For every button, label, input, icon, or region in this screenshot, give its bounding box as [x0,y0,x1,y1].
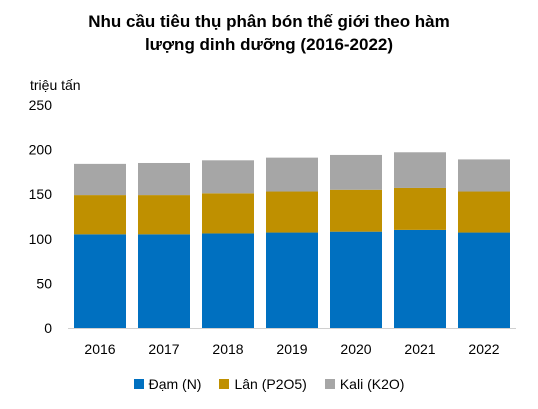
legend-item: Đạm (N) [133,376,202,392]
y-axis-ticks: 0 50 100 150 200 250 [29,97,53,336]
x-tick-label: 2016 [84,341,115,357]
y-tick-label: 50 [36,275,52,291]
legend-label: Kali (K2O) [339,376,405,392]
x-tick-label: 2019 [276,341,307,357]
legend-item: Kali (K2O) [324,376,405,392]
bar-segment-2017-series-0 [138,234,190,328]
y-tick-label: 0 [44,320,52,336]
bar-segment-2022-series-1 [458,191,510,233]
x-axis-ticks: 2016 2017 2018 2019 2020 2021 2022 [84,341,499,357]
bar-segment-2018-series-2 [202,160,254,194]
bar-segment-2017-series-1 [138,195,190,235]
bar-segment-2016-series-1 [74,195,126,235]
bar-segment-2022-series-2 [458,159,510,192]
x-tick-label: 2022 [468,341,499,357]
x-tick-label: 2020 [340,341,371,357]
y-tick-label: 100 [29,231,53,247]
bar-segment-2021-series-1 [394,187,446,230]
bar-segment-2016-series-2 [74,163,126,196]
chart-title-line-2: lượng dinh dưỡng (2016-2022) [144,35,394,54]
x-tick-label: 2021 [404,341,435,357]
bar-segment-2019-series-2 [266,157,318,192]
legend-swatch [324,379,335,389]
bar-segment-2021-series-2 [394,152,446,188]
bar-segment-2019-series-1 [266,191,318,233]
bars [74,152,510,328]
bar-segment-2016-series-0 [74,234,126,328]
legend-swatch [219,379,230,389]
bar-segment-2021-series-0 [394,229,446,328]
legend-label: Lân (P2O5) [234,376,307,392]
bar-segment-2020-series-1 [330,189,382,232]
bar-segment-2020-series-2 [330,154,382,190]
y-tick-label: 250 [29,97,53,113]
legend-swatch [133,379,144,389]
bar-segment-2018-series-0 [202,233,254,328]
y-axis-unit-label: triệu tấn [30,77,81,93]
chart-title-line-1: Nhu cầu tiêu thụ phân bón thế giới theo … [88,12,450,31]
y-tick-label: 200 [29,142,53,158]
bar-segment-2020-series-0 [330,231,382,328]
legend-item: Lân (P2O5) [219,376,307,392]
chart-title: Nhu cầu tiêu thụ phân bón thế giới theo … [0,10,538,56]
legend: Đạm (N) Lân (P2O5) Kali (K2O) [0,376,538,392]
bar-segment-2017-series-2 [138,162,190,196]
x-tick-label: 2018 [212,341,243,357]
bar-segment-2022-series-0 [458,232,510,328]
bar-segment-2018-series-1 [202,193,254,234]
x-tick-label: 2017 [148,341,179,357]
y-tick-label: 150 [29,186,53,202]
legend-label: Đạm (N) [148,376,202,392]
bar-segment-2019-series-0 [266,232,318,328]
